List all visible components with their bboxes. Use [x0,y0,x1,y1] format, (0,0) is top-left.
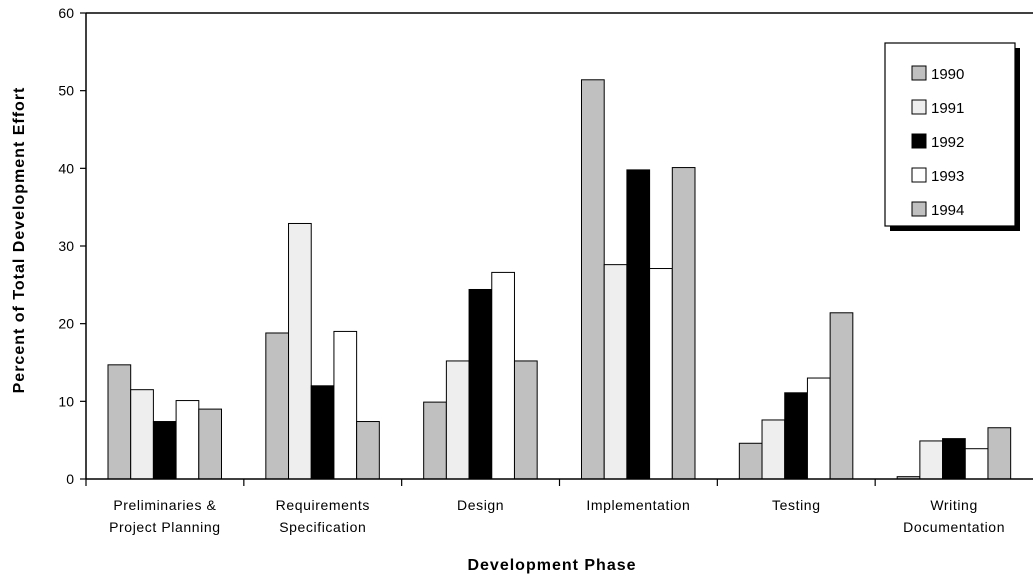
bar-1992-2 [468,288,493,480]
bar-1992-1 [310,385,335,480]
bar-1992-5 [942,438,966,480]
legend-swatch-1991 [911,99,927,115]
legend-label-1990: 1990 [931,66,964,83]
bar-1992-3 [626,169,651,480]
bar-1993-3 [649,268,673,480]
bars-layer [107,79,1012,480]
x-category-label-0-0: Preliminaries & [113,497,216,513]
bar-1991-3 [603,264,628,480]
legend-swatch-1993 [911,167,927,183]
bar-1990-4 [738,442,763,480]
bar-1994-0 [198,408,223,480]
bar-1994-1 [356,421,380,480]
legend-label-1993: 1993 [931,168,964,185]
bar-1993-0 [175,400,200,480]
x-category-label-5-1: Documentation [903,519,1005,535]
bar-1993-1 [333,330,358,480]
x-category-label-0-1: Project Planning [109,519,221,535]
y-tick-label-60: 60 [58,5,74,21]
legend-swatch-1990 [911,65,927,81]
legend-label-1991: 1991 [931,100,964,117]
axes-layer: 0 10 20 30 40 50 60 Preliminaries & Project Plan… [58,5,1033,535]
x-category-label-3-0: Implementation [586,497,690,513]
x-category-label-5-0: Writing [930,497,978,513]
x-category-label-1-0: Requirements [276,497,370,513]
x-category-label-1-1: Specification [279,519,366,535]
bar-1991-4 [761,419,786,480]
y-tick-label-0: 0 [66,471,74,487]
bar-1991-0 [130,389,154,480]
bar-1990-0 [107,364,132,480]
legend-box [884,42,1016,227]
legend-swatch-1992 [911,133,927,149]
legend-label-1994: 1994 [931,202,964,219]
bar-1990-2 [423,401,447,480]
bar-1992-0 [152,421,177,480]
bar-1993-2 [491,271,515,480]
bar-1994-3 [671,167,696,480]
y-tick-label-20: 20 [58,316,74,332]
y-tick-label-40: 40 [58,160,74,176]
bar-1994-4 [829,312,854,480]
bar-1991-5 [919,440,944,480]
x-category-label-4-0: Testing [772,497,821,513]
bar-1990-3 [581,79,605,480]
bar-1993-5 [964,448,989,480]
y-tick-label-50: 50 [58,83,74,99]
bar-1991-1 [288,222,312,480]
bar-1990-1 [265,332,290,480]
legend-swatch-1994 [911,201,927,217]
bar-1994-5 [987,427,1012,480]
x-axis-title: Development Phase [467,557,636,574]
x-category-label-2-0: Design [457,497,504,513]
y-axis-title: Percent of Total Development Effort [11,87,28,394]
y-tick-label-10: 10 [58,393,74,409]
bar-1994-2 [513,360,538,480]
bar-1991-2 [445,360,470,480]
bar-1992-4 [784,392,808,480]
bar-1993-4 [806,377,831,480]
y-tick-label-30: 30 [58,238,74,254]
legend-label-1992: 1992 [931,134,964,151]
legend: 1990 1991 1992 1993 1994 [884,42,1020,231]
